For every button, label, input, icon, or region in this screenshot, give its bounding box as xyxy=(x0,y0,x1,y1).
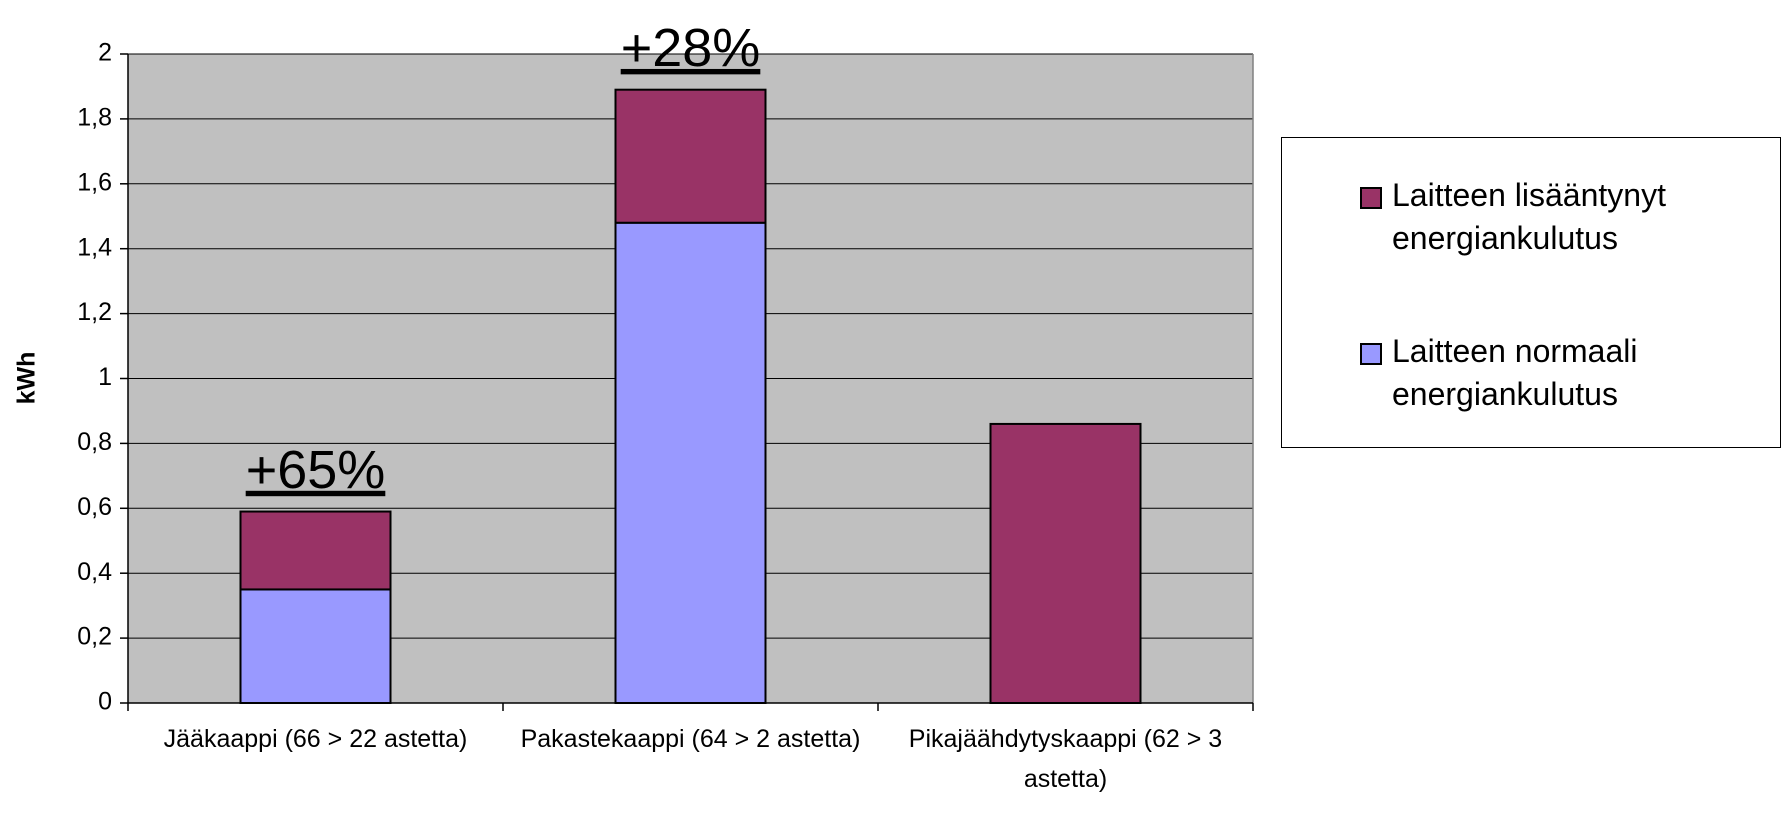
legend-item: Laitteen lisääntynyt energiankulutus xyxy=(1360,174,1732,260)
y-tick-label: 0 xyxy=(98,688,112,716)
x-tick-label: Pikajäähdytyskaappi (62 > 3 astetta) xyxy=(908,725,1223,793)
legend-label: Laitteen lisääntynyt energiankulutus xyxy=(1392,177,1666,256)
y-tick-label: 0,6 xyxy=(77,493,112,521)
bar-segment xyxy=(239,510,392,591)
y-tick-label: 1,2 xyxy=(77,298,112,326)
bar-segment xyxy=(239,588,392,704)
legend-item: Laitteen normaali energiankulutus xyxy=(1360,330,1732,416)
x-tick-label: Pakastekaappi (64 > 2 astetta) xyxy=(520,725,861,753)
y-axis-label: kWh xyxy=(13,352,41,405)
y-tick-label: 2 xyxy=(98,39,112,67)
y-tick-label: 1,6 xyxy=(77,168,112,196)
annotation: +28% xyxy=(621,18,761,78)
bar-segment xyxy=(614,221,767,705)
legend: Laitteen lisääntynyt energiankulutus Lait… xyxy=(1281,137,1781,448)
bar-segment xyxy=(614,88,767,224)
annotation: +65% xyxy=(246,440,386,500)
y-tick-label: 1 xyxy=(98,363,112,391)
y-tick-label: 0,8 xyxy=(77,428,112,456)
y-tick-label: 0,2 xyxy=(77,623,112,651)
y-tick-label: 0,4 xyxy=(77,558,112,586)
legend-swatch xyxy=(1360,343,1382,365)
bar-segment xyxy=(989,422,1142,704)
y-tick-label: 1,4 xyxy=(77,233,112,261)
x-tick-label: Jääkaappi (66 > 22 astetta) xyxy=(163,725,468,753)
legend-label: Laitteen normaali energiankulutus xyxy=(1392,333,1638,412)
y-tick-label: 1,8 xyxy=(77,104,112,132)
legend-swatch xyxy=(1360,187,1382,209)
